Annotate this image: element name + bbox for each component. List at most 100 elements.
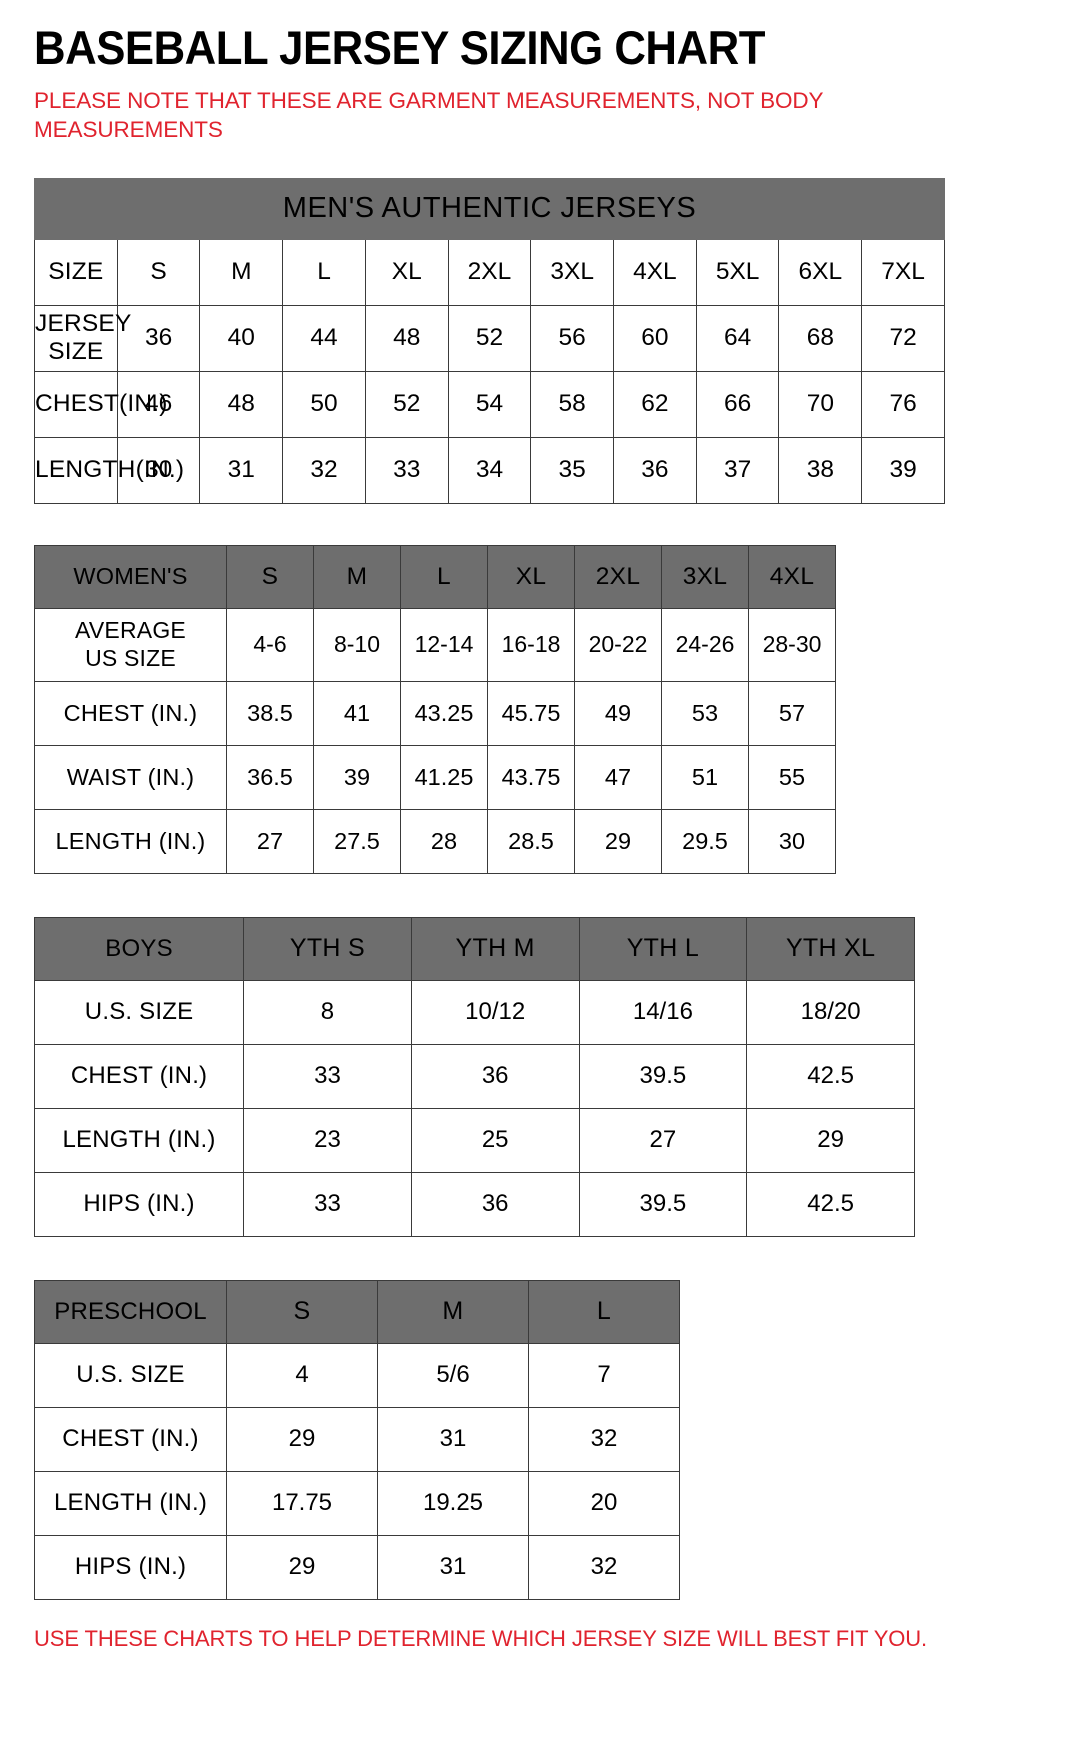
table-cell: 31 [377, 1406, 529, 1472]
womens-row-label-waist: WAIST (IN.) [34, 744, 227, 810]
boys-corner-label: BOYS [33, 916, 245, 981]
preschool-row-label-us-size: U.S. SIZE [34, 1342, 227, 1408]
table-cell: 36 [410, 1043, 580, 1109]
page-title: BASEBALL JERSEY SIZING CHART [34, 21, 765, 74]
womens-col-2xl: 2XL [574, 544, 662, 609]
womens-col-3xl: 3XL [661, 544, 749, 609]
table-cell: 18/20 [746, 979, 915, 1045]
mens-col-7xl: 7XL [861, 238, 945, 306]
mens-col-5xl: 5XL [695, 238, 780, 306]
table-cell: 36 [410, 1171, 580, 1237]
table-cell: 28 [400, 808, 488, 874]
table-row: JERSEY SIZE 36 40 44 48 52 56 60 64 68 7… [34, 304, 945, 372]
table-cell: 33 [243, 1043, 412, 1109]
mens-col-3xl: 3XL [530, 238, 615, 306]
table-cell: 32 [282, 436, 366, 504]
table-cell: 62 [613, 370, 697, 438]
table-row: CHEST (IN.) 38.5 41 43.25 45.75 49 53 57 [34, 680, 836, 746]
table-row: LENGTH(IN.) 30 31 32 33 34 35 36 37 38 3… [34, 436, 945, 504]
table-cell: 70 [778, 370, 863, 438]
womens-row-label-chest: CHEST (IN.) [34, 680, 227, 746]
table-cell: 30 [116, 436, 201, 504]
table-cell: 27 [578, 1107, 748, 1173]
womens-col-l: L [400, 544, 488, 609]
table-cell: 36.5 [226, 744, 314, 810]
table-cell: 64 [695, 304, 780, 372]
table-cell: 52 [447, 304, 532, 372]
boys-row-label-chest: CHEST (IN.) [33, 1043, 245, 1109]
table-cell: 58 [530, 370, 615, 438]
mens-col-6xl: 6XL [778, 238, 863, 306]
table-cell: 32 [528, 1534, 680, 1600]
table-cell: 30 [748, 808, 836, 874]
table-cell: 42.5 [746, 1043, 915, 1109]
boys-col-yth-xl: YTH XL [746, 916, 915, 981]
table-cell: 39.5 [578, 1043, 748, 1109]
table-cell: 39.5 [578, 1171, 748, 1237]
preschool-col-s: S [226, 1279, 378, 1344]
preschool-row-label-chest: CHEST (IN.) [34, 1406, 227, 1472]
table-cell: 39 [861, 436, 945, 504]
table-cell: 60 [613, 304, 697, 372]
table-header-row: SIZE S M L XL 2XL 3XL 4XL 5XL 6XL 7XL [34, 238, 945, 306]
table-row: CHEST(IN.) 46 48 50 52 54 58 62 66 70 76 [34, 370, 945, 438]
table-cell: 24-26 [661, 607, 749, 682]
preschool-sizing-table: PRESCHOOL S M L U.S. SIZE 4 5/6 7 CHEST … [34, 1279, 680, 1600]
preschool-corner-label: PRESCHOOL [34, 1279, 227, 1344]
mens-col-s: S [116, 238, 201, 306]
table-cell: 31 [377, 1534, 529, 1600]
table-row: WAIST (IN.) 36.5 39 41.25 43.75 47 51 55 [34, 744, 836, 810]
table-cell: 8-10 [313, 607, 401, 682]
womens-sizing-table: WOMEN'S S M L XL 2XL 3XL 4XL AVERAGE US … [34, 544, 836, 874]
boys-row-label-length: LENGTH (IN.) [33, 1107, 245, 1173]
table-cell: 38.5 [226, 680, 314, 746]
mens-col-4xl: 4XL [613, 238, 697, 306]
table-cell: 17.75 [226, 1470, 378, 1536]
table-cell: 8 [243, 979, 412, 1045]
table-row: HIPS (IN.) 33 36 39.5 42.5 [33, 1171, 915, 1237]
mens-row-label-chest: CHEST(IN.) [34, 370, 167, 438]
table-row: LENGTH (IN.) 23 25 27 29 [33, 1107, 915, 1173]
preschool-row-label-hips: HIPS (IN.) [34, 1534, 227, 1600]
table-cell: 25 [410, 1107, 580, 1173]
womens-col-s: S [226, 544, 314, 609]
table-header-row: PRESCHOOL S M L [34, 1279, 680, 1344]
womens-col-xl: XL [487, 544, 575, 609]
mens-table-banner: MEN'S AUTHENTIC JERSEYS [34, 177, 945, 240]
table-cell: 12-14 [400, 607, 488, 682]
womens-col-4xl: 4XL [748, 544, 836, 609]
table-cell: 52 [364, 370, 449, 438]
table-cell: 31 [199, 436, 284, 504]
womens-col-m: M [313, 544, 401, 609]
table-row: CHEST (IN.) 29 31 32 [34, 1406, 680, 1472]
table-cell: 46 [116, 370, 201, 438]
table-cell: 33 [243, 1171, 412, 1237]
table-cell: 72 [861, 304, 945, 372]
boys-row-label-us-size: U.S. SIZE [33, 979, 245, 1045]
table-cell: 10/12 [410, 979, 580, 1045]
table-cell: 35 [530, 436, 615, 504]
table-header-row: WOMEN'S S M L XL 2XL 3XL 4XL [34, 544, 836, 609]
preschool-row-label-length: LENGTH (IN.) [34, 1470, 227, 1536]
table-cell: 33 [364, 436, 449, 504]
table-cell: 45.75 [487, 680, 575, 746]
table-cell: 37 [695, 436, 780, 504]
table-cell: 40 [199, 304, 284, 372]
table-row: AVERAGE US SIZE 4-6 8-10 12-14 16-18 20-… [34, 607, 836, 682]
table-row: U.S. SIZE 8 10/12 14/16 18/20 [33, 979, 915, 1045]
table-cell: 44 [282, 304, 366, 372]
garment-measurement-note: PLEASE NOTE THAT THESE ARE GARMENT MEASU… [34, 87, 824, 142]
table-cell: 54 [447, 370, 532, 438]
table-cell: 41 [313, 680, 401, 746]
table-cell: 27 [226, 808, 314, 874]
table-cell: 50 [282, 370, 366, 438]
table-cell: 5/6 [377, 1342, 529, 1408]
table-cell: 34 [447, 436, 532, 504]
table-cell: 48 [364, 304, 449, 372]
table-cell: 55 [748, 744, 836, 810]
table-banner-row: MEN'S AUTHENTIC JERSEYS [34, 177, 945, 240]
boys-col-yth-s: YTH S [243, 916, 412, 981]
table-cell: 53 [661, 680, 749, 746]
boys-col-yth-l: YTH L [578, 916, 748, 981]
